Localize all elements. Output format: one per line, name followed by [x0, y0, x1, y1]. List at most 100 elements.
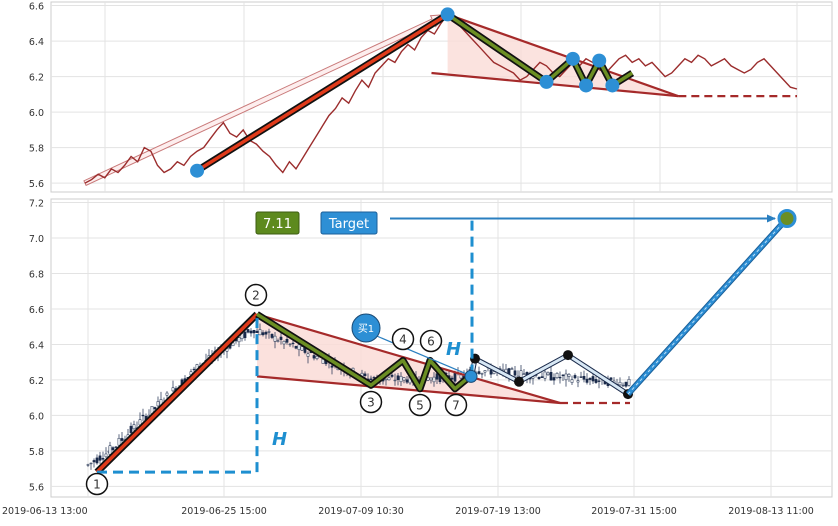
projection-point	[514, 376, 524, 387]
candle-body	[513, 370, 517, 376]
target-button[interactable]: Target	[320, 211, 378, 235]
wave-label-circle	[391, 327, 415, 351]
top-pattern-point	[539, 74, 554, 89]
candle-body	[402, 377, 406, 381]
candle-body	[480, 373, 484, 375]
candle-body	[621, 384, 625, 387]
candle-body	[141, 414, 145, 417]
candle-body	[588, 377, 592, 380]
candle-body	[297, 344, 301, 350]
candle-body	[582, 375, 586, 380]
bottom-x-tick-label: 2019-08-13 11:00	[728, 506, 814, 517]
top-pattern-point	[592, 53, 607, 68]
candle-body	[522, 373, 526, 375]
wave-label-5: 5	[416, 399, 424, 413]
candle-body	[231, 342, 235, 347]
candle-body	[579, 376, 583, 378]
candle-body	[101, 458, 105, 460]
candle-body	[489, 369, 493, 375]
candle-body	[552, 377, 556, 381]
candle-body	[312, 355, 316, 359]
candle-body	[129, 425, 133, 434]
target-button-label: Target	[328, 217, 369, 232]
candle-body	[432, 376, 436, 383]
candle-body	[279, 336, 283, 340]
candle-body	[294, 346, 298, 349]
top-lower-trendline	[431, 71, 679, 98]
candle-body	[153, 407, 157, 410]
buy-marker	[351, 313, 381, 343]
candle-body	[104, 453, 108, 458]
candle-body	[453, 372, 457, 382]
candle-body	[450, 377, 454, 380]
candle-body	[95, 457, 99, 464]
candle-body	[132, 424, 136, 430]
candle-body	[108, 445, 112, 455]
bottom-y-axis: 5.6 5.8 6.0 6.2 6.4 6.6 6.8 7.0 7.2	[29, 199, 44, 494]
wave-label-2: 2	[252, 289, 260, 303]
candle-body	[282, 341, 286, 345]
bottom-y-tick-label: 7.2	[29, 199, 44, 210]
candle-body	[597, 380, 601, 382]
candle-body	[276, 340, 280, 342]
bottom-upper-trendline	[256, 313, 561, 405]
bottom-y-tick-label: 6.8	[29, 270, 44, 281]
candle-body	[120, 438, 124, 441]
candle-body	[564, 373, 568, 381]
candle-body	[330, 365, 334, 368]
wave-label-circle	[419, 329, 443, 353]
candle-body	[267, 331, 271, 333]
top-pattern	[83, 7, 798, 187]
bottom-x-axis: 2019-06-13 13:00 2019-06-25 15:00 2019-07-…	[2, 506, 814, 517]
top-y-tick-label: 6.2	[29, 73, 44, 84]
candle-body	[558, 376, 562, 379]
candle-body	[117, 438, 121, 446]
candle-body	[98, 455, 102, 461]
projection-point	[563, 350, 573, 361]
candle-body	[363, 373, 367, 377]
target-point	[777, 209, 797, 229]
bottom-x-tick-label: 2019-07-09 10:30	[318, 506, 404, 517]
candle-body	[609, 377, 613, 380]
candle-body	[483, 370, 487, 373]
top-pattern-point	[605, 78, 620, 93]
wave-label-7: 7	[452, 399, 460, 413]
candle-body	[300, 346, 304, 351]
top-y-tick-label: 6.6	[29, 2, 44, 13]
candle-body	[492, 371, 496, 374]
bottom-y-tick-label: 5.6	[29, 482, 44, 493]
candle-body	[570, 379, 574, 383]
candle-body	[246, 329, 250, 333]
candle-body	[237, 337, 241, 343]
candle-body	[291, 342, 295, 345]
candle-body	[510, 368, 514, 370]
candle-body	[393, 379, 397, 382]
bottom-panel: 5.6 5.8 6.0 6.2 6.4 6.6 6.8 7.0 7.2 2019-06-13 1…	[2, 198, 833, 517]
candle-body	[390, 374, 394, 377]
target-value-text: 7.11	[263, 217, 292, 232]
candle-body	[252, 330, 256, 334]
candle-body	[624, 381, 628, 387]
wave-label-circle	[444, 393, 468, 417]
candle-body	[264, 331, 268, 335]
candle-body	[288, 343, 292, 346]
candle-body	[306, 353, 310, 357]
candle-body	[537, 376, 541, 379]
candle-body	[273, 335, 277, 342]
candle-body	[387, 377, 391, 381]
bottom-x-tick-label: 2019-07-31 15:00	[591, 506, 677, 517]
top-y-tick-label: 6.4	[29, 37, 44, 48]
buy-connector	[371, 333, 469, 376]
bottom-rise-leg	[95, 313, 259, 474]
wave-label-circle	[359, 390, 383, 414]
candle-body	[540, 376, 544, 378]
candle-body	[561, 374, 565, 377]
bottom-x-tick-label: 2019-07-19 13:00	[455, 506, 541, 517]
candle-body	[555, 373, 559, 378]
candle-body	[192, 368, 196, 371]
top-rise-leg	[196, 12, 449, 173]
buy-marker-label: 买1	[358, 323, 374, 335]
bottom-y-tick-label: 6.0	[29, 411, 44, 422]
candle-body	[92, 460, 96, 463]
